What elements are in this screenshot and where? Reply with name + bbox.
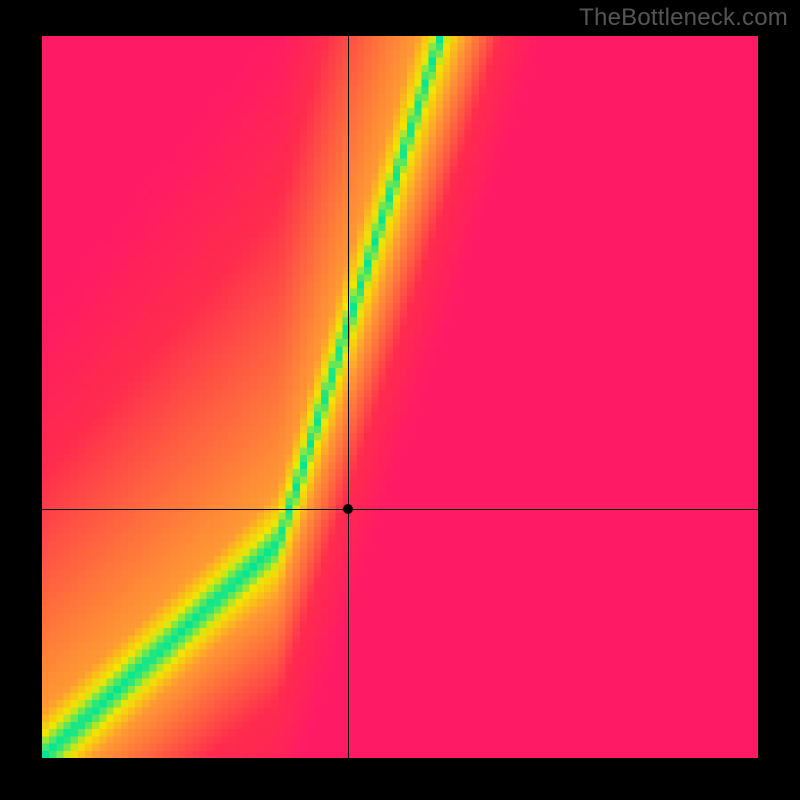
chart-container: TheBottleneck.com bbox=[0, 0, 800, 800]
bottleneck-heatmap bbox=[42, 36, 758, 758]
watermark-text: TheBottleneck.com bbox=[579, 4, 788, 32]
crosshair-vertical bbox=[348, 36, 349, 758]
crosshair-horizontal bbox=[42, 509, 758, 510]
